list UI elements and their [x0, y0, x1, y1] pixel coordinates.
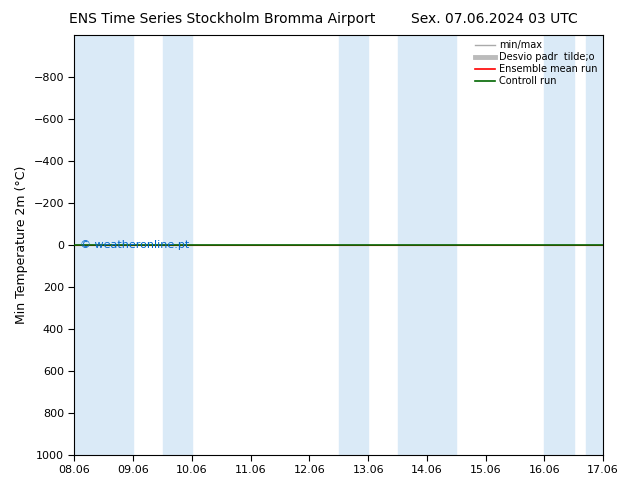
Y-axis label: Min Temperature 2m (°C): Min Temperature 2m (°C) [15, 166, 28, 324]
Bar [586, 35, 603, 455]
Legend: min/max, Desvio padr  tilde;o, Ensemble mean run, Controll run: min/max, Desvio padr tilde;o, Ensemble m… [472, 37, 601, 90]
Bar [398, 35, 456, 455]
Bar [545, 35, 574, 455]
Text: Sex. 07.06.2024 03 UTC: Sex. 07.06.2024 03 UTC [411, 12, 578, 26]
Bar [162, 35, 192, 455]
Text: © weatheronline.pt: © weatheronline.pt [80, 240, 189, 249]
Bar [339, 35, 368, 455]
Text: ENS Time Series Stockholm Bromma Airport: ENS Time Series Stockholm Bromma Airport [68, 12, 375, 26]
Bar [74, 35, 133, 455]
